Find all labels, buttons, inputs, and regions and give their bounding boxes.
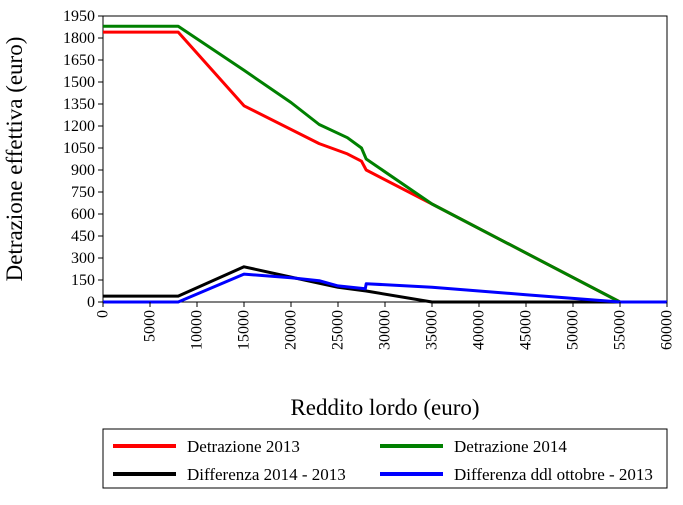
series-line-1 [103,30,667,304]
legend-label-4: Differenza ddl ottobre - 2013 [454,465,653,484]
y-tick-label: 300 [71,250,95,267]
series-line-4 [103,272,667,304]
y-tick-label: 1200 [63,118,95,135]
x-tick-label: 10000 [189,310,206,350]
legend-box [102,428,668,489]
plot-frame [102,15,668,303]
x-tick-label: 20000 [283,310,300,350]
x-tick-label: 55000 [612,310,629,350]
y-tick-label: 1950 [63,8,95,25]
y-tick-label: 1350 [63,96,95,113]
y-axis-title: Detrazione effettiva (euro) [2,37,27,282]
x-axis: 0 5000 10000 15000 20000 25000 30000 35000 40000… [95,302,676,350]
legend-label-1: Detrazione 2013 [187,437,300,456]
series-layer [103,24,667,304]
series-line-2 [103,24,667,304]
y-tick-label: 1050 [63,140,95,157]
y-tick-label: 900 [71,162,95,179]
series-line-3 [103,265,667,304]
y-tick-label: 150 [71,272,95,289]
x-tick-label: 0 [95,310,112,318]
y-axis: 0 150 300 450 600 750 900 1050 1200 1350 1500 1650 1… [63,8,103,311]
y-tick-label: 750 [71,184,95,201]
x-tick-label: 45000 [518,310,535,350]
y-tick-label: 600 [71,206,95,223]
x-tick-label: 60000 [659,310,676,350]
y-tick-label: 1500 [63,74,95,91]
legend: Detrazione 2013 Detrazione 2014 Differenza… [102,428,668,489]
y-tick-label: 1650 [63,52,95,69]
legend-label-2: Detrazione 2014 [454,437,567,456]
x-tick-label: 35000 [424,310,441,350]
x-tick-label: 30000 [377,310,394,350]
x-tick-label: 25000 [330,310,347,350]
y-tick-label: 1800 [63,30,95,47]
x-tick-label: 5000 [142,310,159,342]
y-tick-label: 0 [87,294,95,311]
x-tick-label: 40000 [471,310,488,350]
y-tick-label: 450 [71,228,95,245]
x-tick-label: 15000 [236,310,253,350]
x-axis-title: Reddito lordo (euro) [290,395,479,420]
legend-label-3: Differenza 2014 - 2013 [187,465,346,484]
x-tick-label: 50000 [565,310,582,350]
